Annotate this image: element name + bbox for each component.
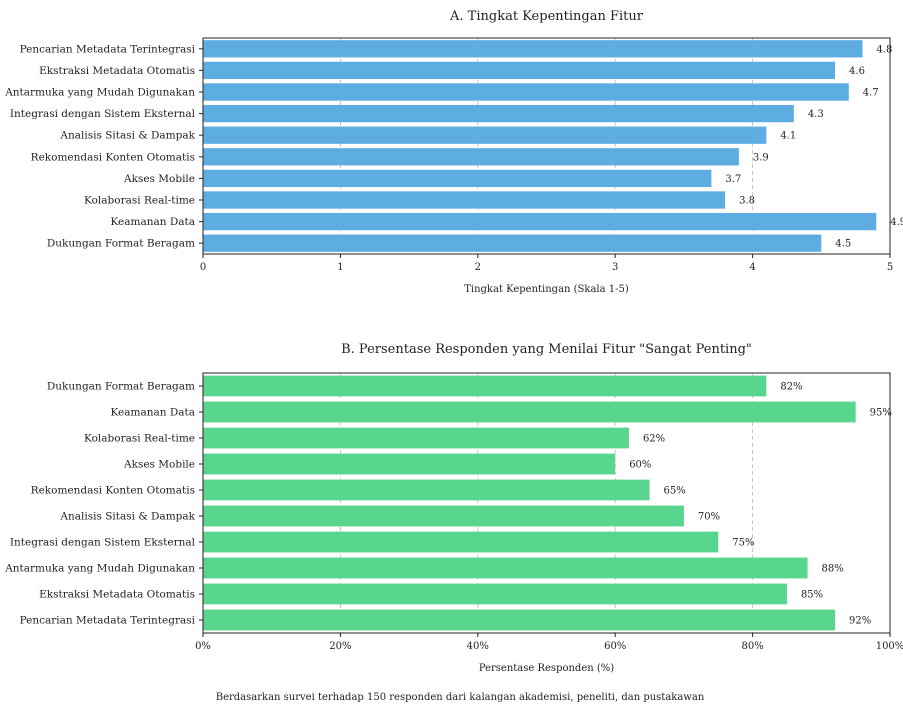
data-label: 4.5: [835, 239, 851, 250]
data-label: 4.8: [877, 44, 893, 55]
data-label: 65%: [664, 486, 686, 497]
data-label: 3.9: [753, 152, 769, 163]
bar: [203, 234, 822, 252]
category-label: Kolaborasi Real-time: [84, 195, 195, 207]
bar: [203, 104, 794, 123]
x-tick-label: 60%: [604, 641, 626, 652]
category-label: Ekstraksi Metadata Otomatis: [39, 589, 195, 601]
data-label: 4.7: [863, 88, 879, 99]
data-label: 75%: [732, 538, 754, 549]
data-label: 4.3: [808, 109, 824, 120]
data-label: 92%: [849, 616, 871, 627]
category-label: Pencarian Metadata Terintegrasi: [20, 43, 196, 55]
category-label: Dukungan Format Beragam: [47, 381, 195, 393]
category-label: Dukungan Format Beragam: [47, 238, 195, 250]
bar: [203, 401, 856, 423]
data-label: 85%: [801, 590, 823, 601]
category-label: Ekstraksi Metadata Otomatis: [39, 65, 195, 77]
data-label: 82%: [780, 382, 802, 393]
footnote: Berdasarkan survei terhadap 150 responde…: [216, 692, 705, 703]
category-label: Akses Mobile: [123, 459, 195, 471]
category-label: Analisis Sitasi & Dampak: [59, 511, 195, 523]
bar: [203, 531, 719, 553]
bar: [203, 479, 650, 501]
category-label: Integrasi dengan Sistem Eksternal: [10, 108, 196, 120]
category-label: Rekomendasi Konten Otomatis: [31, 151, 195, 163]
x-tick-label: 40%: [467, 641, 489, 652]
data-label: 70%: [698, 512, 720, 523]
data-label: 4.9: [890, 217, 903, 228]
bar: [203, 212, 877, 231]
data-label: 62%: [643, 434, 665, 445]
category-label: Analisis Sitasi & Dampak: [59, 130, 195, 142]
bar: [203, 505, 684, 527]
category-label: Pencarian Metadata Terintegrasi: [20, 615, 196, 627]
category-label: Keamanan Data: [110, 407, 195, 419]
bar: [203, 61, 836, 80]
category-label: Antarmuka yang Mudah Digunakan: [4, 563, 195, 575]
x-axis-label: Tingkat Kepentingan (Skala 1-5): [464, 284, 629, 295]
bar: [203, 453, 616, 475]
data-label: 4.1: [780, 131, 796, 142]
bar: [203, 375, 767, 397]
bar: [203, 169, 712, 188]
x-tick-label: 80%: [741, 641, 763, 652]
bar: [203, 126, 767, 144]
chart-panel-b: B. Persentase Responden yang Menilai Fit…: [4, 342, 903, 674]
bar: [203, 83, 849, 101]
data-label: 95%: [870, 408, 892, 419]
x-tick-label: 1: [337, 262, 343, 273]
category-label: Kolaborasi Real-time: [84, 433, 195, 445]
category-label: Integrasi dengan Sistem Eksternal: [10, 537, 196, 549]
plot-frame: [202, 372, 891, 634]
x-tick-label: 0: [200, 262, 206, 273]
data-label: 3.8: [739, 196, 755, 207]
chart-title: A. Tingkat Kepentingan Fitur: [449, 9, 644, 24]
category-label: Antarmuka yang Mudah Digunakan: [4, 87, 195, 99]
x-axis-label: Persentase Responden (%): [479, 663, 614, 674]
category-label: Rekomendasi Konten Otomatis: [31, 485, 195, 497]
bar: [203, 148, 739, 166]
plot-frame: [202, 37, 891, 255]
category-label: Keamanan Data: [110, 216, 195, 228]
data-label: 3.7: [725, 174, 741, 185]
bar: [203, 427, 629, 449]
data-label: 88%: [822, 564, 844, 575]
category-label: Akses Mobile: [123, 173, 195, 185]
bar: [203, 583, 787, 605]
x-tick-label: 2: [475, 262, 481, 273]
x-tick-label: 100%: [876, 641, 903, 652]
bar: [203, 557, 808, 579]
bar: [203, 609, 836, 631]
x-tick-label: 3: [612, 262, 618, 273]
x-tick-label: 20%: [329, 641, 351, 652]
chart-panel-a: A. Tingkat Kepentingan Fitur Pencarian Me…: [4, 9, 903, 295]
chart-title: B. Persentase Responden yang Menilai Fit…: [341, 342, 752, 357]
bar: [203, 191, 726, 209]
x-tick-label: 4: [749, 262, 755, 273]
data-label: 60%: [629, 460, 651, 471]
x-tick-label: 0%: [195, 641, 211, 652]
x-tick-label: 5: [887, 262, 893, 273]
data-label: 4.6: [849, 66, 865, 77]
bar: [203, 40, 863, 58]
